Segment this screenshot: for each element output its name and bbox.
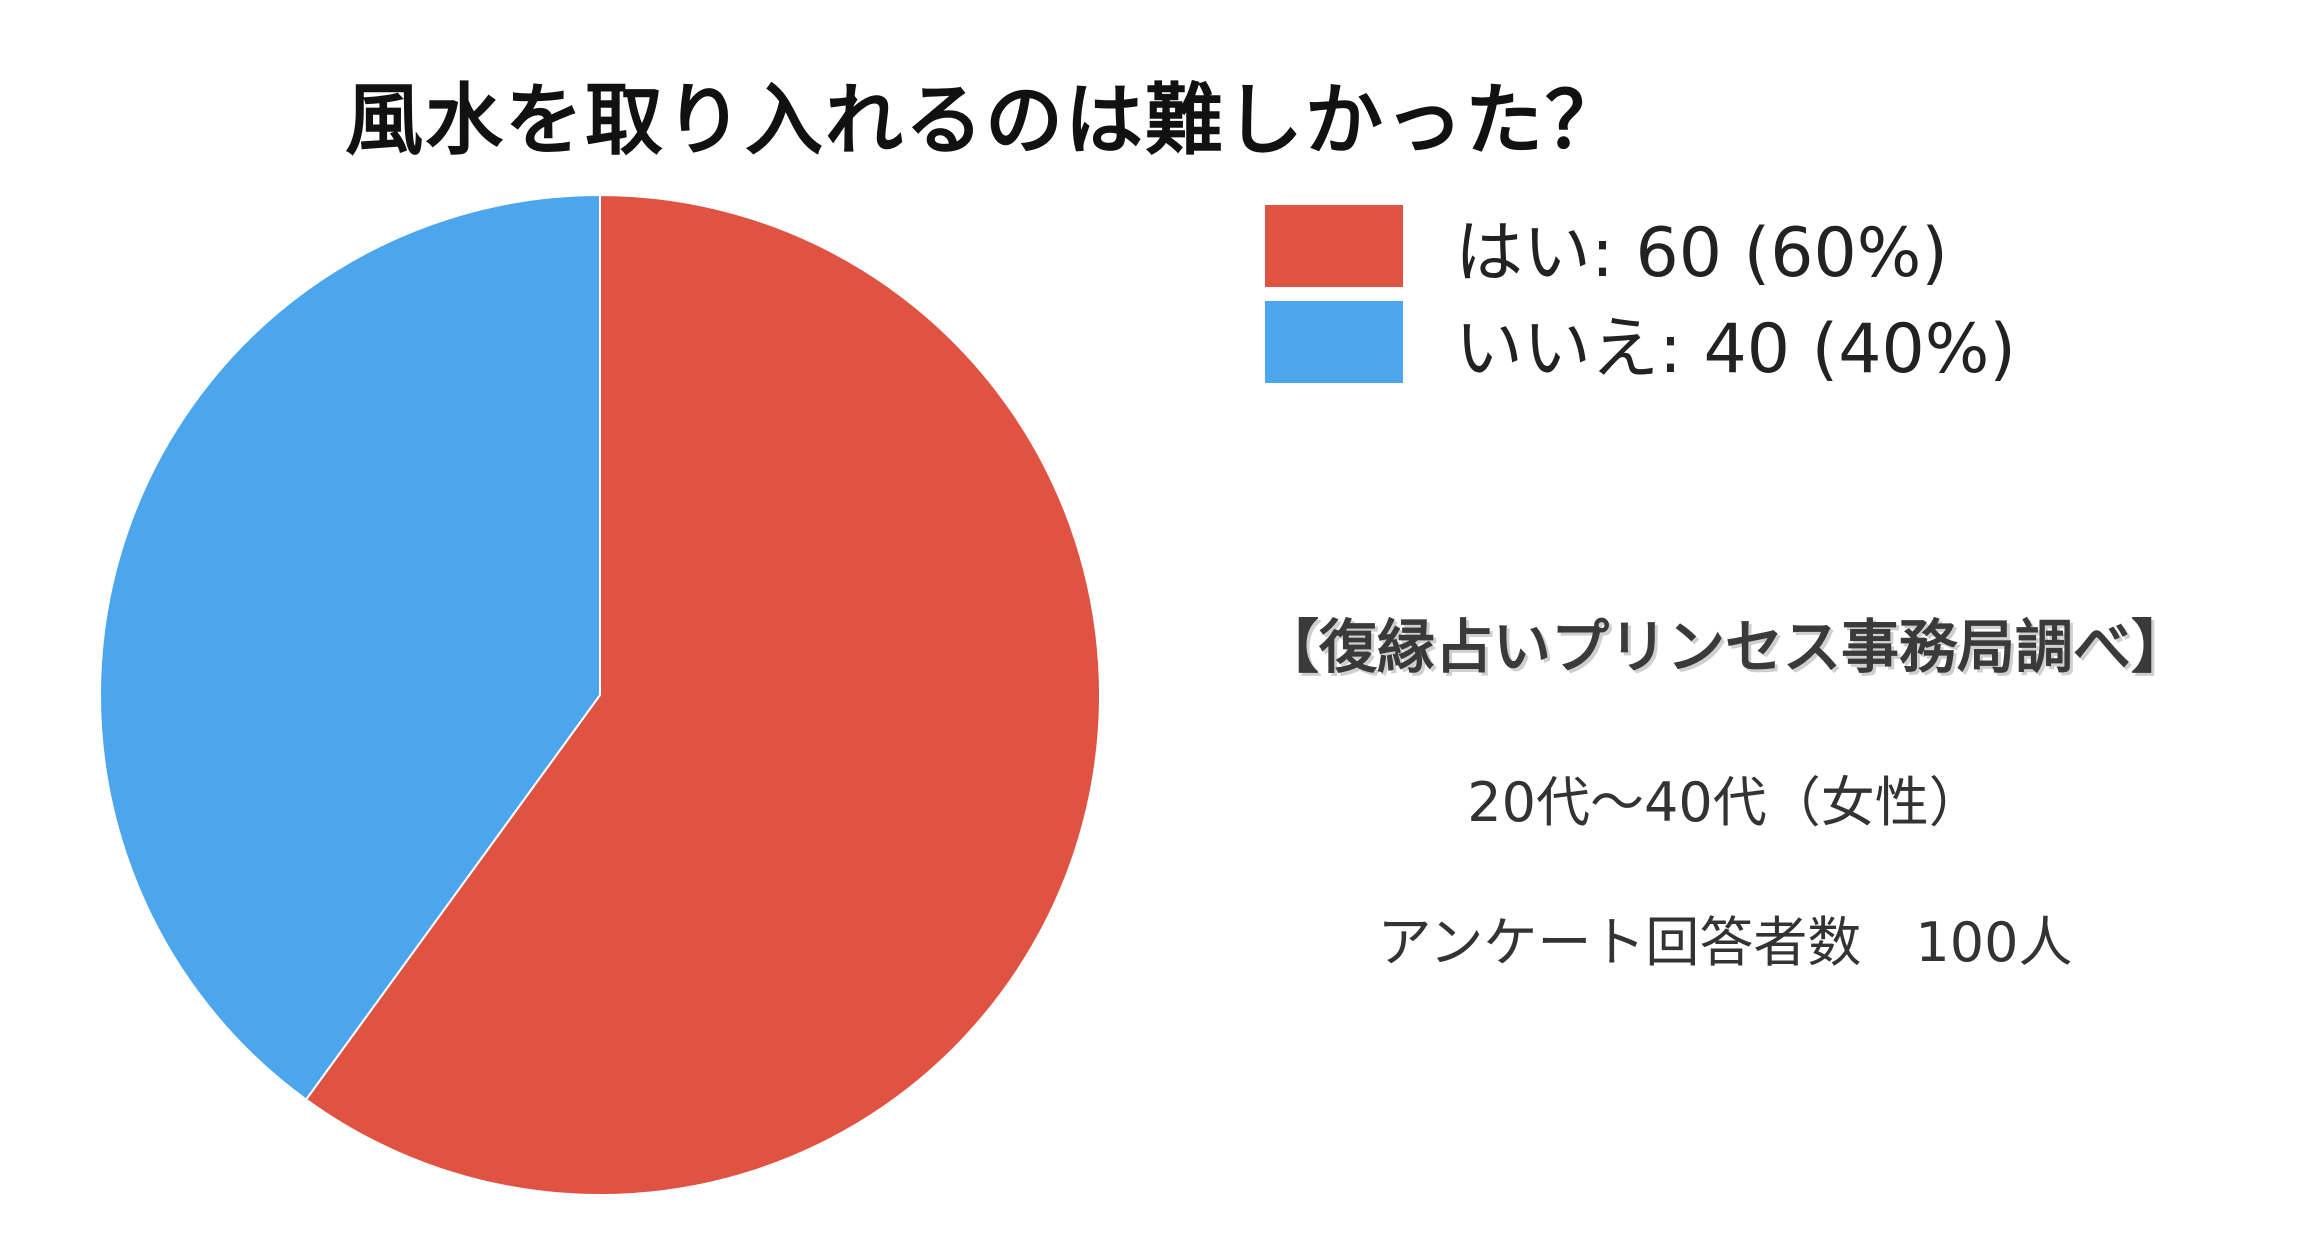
legend: はい: 60 (60%) いいえ: 40 (40%) bbox=[1265, 200, 2016, 392]
legend-label-yes: はい: 60 (60%) bbox=[1455, 213, 1948, 293]
legend-item-yes: はい: 60 (60%) bbox=[1265, 200, 2016, 293]
pie-slice-yes bbox=[304, 193, 1101, 1196]
legend-item-no: いいえ: 40 (40%) bbox=[1265, 296, 2016, 389]
pie-chart bbox=[99, 193, 1101, 1196]
chart-title: 風水を取り入れるのは難しかった？ bbox=[345, 76, 1626, 166]
respondents-note: アンケート回答者数 100人 bbox=[1377, 911, 2073, 974]
legend-label-no: いいえ: 40 (40%) bbox=[1455, 309, 2016, 389]
pie-slice-no bbox=[99, 193, 601, 1101]
legend-swatch-yes bbox=[1265, 205, 1403, 287]
pie-slices bbox=[99, 193, 1101, 1196]
legend-swatch-no bbox=[1265, 301, 1403, 383]
source-note: 【復縁占いプリンセス事務局調べ】 bbox=[1260, 613, 2189, 681]
demographic-note: 20代〜40代（女性） bbox=[1467, 771, 1983, 834]
